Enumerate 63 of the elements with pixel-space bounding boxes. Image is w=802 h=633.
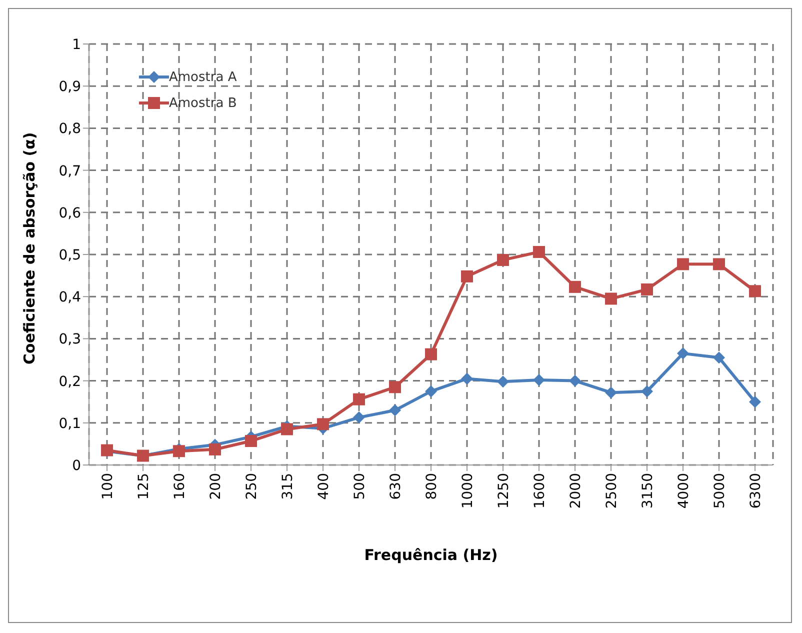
x-tick-label: 1000 xyxy=(460,473,476,509)
x-tick-label: 6300 xyxy=(748,473,764,509)
point xyxy=(569,280,581,293)
point xyxy=(605,292,617,305)
x-tick-label: 400 xyxy=(316,473,332,500)
x-tick-label: 315 xyxy=(280,473,296,500)
point xyxy=(425,385,437,398)
x-tick-label: 2000 xyxy=(568,473,584,509)
point xyxy=(461,270,473,282)
point xyxy=(533,246,545,258)
x-tick-label: 2500 xyxy=(604,473,620,509)
point xyxy=(389,404,401,416)
point xyxy=(353,393,365,406)
x-tick-label: 500 xyxy=(352,473,368,500)
x-tick-label: 250 xyxy=(244,473,260,500)
point xyxy=(569,374,581,387)
x-tick-label: 1250 xyxy=(496,473,512,509)
point xyxy=(461,372,473,385)
point xyxy=(605,386,617,399)
x-tick-label: 160 xyxy=(172,473,188,500)
legend-label: Amostra A xyxy=(169,70,237,84)
x-tick-label: 125 xyxy=(136,473,152,500)
x-tick-label: 5000 xyxy=(712,473,728,509)
x-axis-title: Frequência (Hz) xyxy=(364,546,498,564)
x-tick-label: 630 xyxy=(388,473,404,500)
x-tick-label: 1600 xyxy=(532,473,548,509)
point xyxy=(641,283,653,296)
y-tick-label: 0,5 xyxy=(58,247,81,264)
point xyxy=(389,381,401,394)
y-axis-title: Coeficiente de absorção (α) xyxy=(20,132,38,364)
point xyxy=(641,385,653,398)
y-tick-label: 0,9 xyxy=(58,79,81,96)
point xyxy=(281,423,293,436)
point xyxy=(749,396,761,408)
y-tick-label: 0,4 xyxy=(58,290,82,306)
point xyxy=(533,374,545,386)
point xyxy=(749,285,761,298)
point xyxy=(245,435,257,448)
y-tick-label: 0,2 xyxy=(58,374,81,390)
legend-label: Amostra B xyxy=(169,96,237,110)
y-tick-label: 0,7 xyxy=(58,163,81,180)
x-tick-label: 3150 xyxy=(640,473,656,509)
point xyxy=(173,445,185,458)
point xyxy=(713,352,725,364)
x-tick-label: 800 xyxy=(424,473,440,500)
point xyxy=(677,258,689,270)
point xyxy=(425,348,437,360)
point xyxy=(497,376,509,388)
y-tick-label: 1 xyxy=(72,36,81,53)
x-tick-label: 200 xyxy=(208,473,224,500)
point xyxy=(353,411,365,424)
y-tick-label: 0,1 xyxy=(58,416,81,432)
point xyxy=(677,347,689,360)
point xyxy=(317,418,329,430)
point xyxy=(497,254,509,266)
y-tick-label: 0,8 xyxy=(58,121,81,138)
y-tick-label: 0 xyxy=(72,458,81,474)
point xyxy=(713,258,725,270)
y-tick-label: 0,6 xyxy=(58,205,82,222)
y-tick-label: 0,3 xyxy=(58,332,81,348)
x-tick-label: 4000 xyxy=(676,473,692,509)
x-tick-label: 100 xyxy=(100,473,116,500)
point xyxy=(209,443,221,456)
